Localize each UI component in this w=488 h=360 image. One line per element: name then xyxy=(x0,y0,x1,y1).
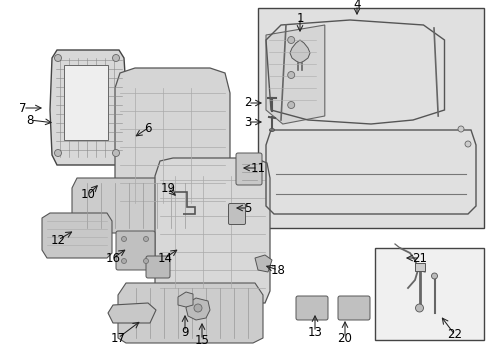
Circle shape xyxy=(121,237,126,242)
Circle shape xyxy=(415,304,423,312)
Circle shape xyxy=(112,149,119,157)
Circle shape xyxy=(287,102,294,108)
Text: 7: 7 xyxy=(19,102,27,114)
Text: 18: 18 xyxy=(270,264,285,276)
Circle shape xyxy=(287,36,294,44)
Polygon shape xyxy=(178,292,193,307)
Polygon shape xyxy=(155,158,269,303)
Text: 6: 6 xyxy=(144,122,151,135)
Polygon shape xyxy=(42,213,112,258)
Text: 22: 22 xyxy=(447,328,462,342)
Text: 4: 4 xyxy=(352,0,360,12)
Circle shape xyxy=(143,237,148,242)
Ellipse shape xyxy=(269,129,274,131)
Text: 20: 20 xyxy=(337,332,352,345)
Text: 5: 5 xyxy=(244,202,251,215)
Polygon shape xyxy=(289,40,309,63)
Polygon shape xyxy=(254,255,271,272)
Circle shape xyxy=(143,258,148,264)
Text: 9: 9 xyxy=(181,325,188,338)
Text: 1: 1 xyxy=(296,12,303,24)
FancyBboxPatch shape xyxy=(146,256,170,278)
FancyBboxPatch shape xyxy=(236,153,262,185)
Polygon shape xyxy=(118,283,263,343)
Circle shape xyxy=(194,304,202,312)
Text: 12: 12 xyxy=(50,234,65,247)
Polygon shape xyxy=(108,303,156,323)
Text: 3: 3 xyxy=(244,116,251,129)
Text: 13: 13 xyxy=(307,325,322,338)
Text: 17: 17 xyxy=(110,332,125,345)
Bar xyxy=(374,248,483,340)
Text: 16: 16 xyxy=(105,252,120,265)
Circle shape xyxy=(430,273,437,279)
Polygon shape xyxy=(265,25,324,124)
Circle shape xyxy=(112,54,119,62)
Circle shape xyxy=(54,54,61,62)
Bar xyxy=(258,8,483,228)
Polygon shape xyxy=(72,178,202,233)
Bar xyxy=(64,65,108,140)
Circle shape xyxy=(121,258,126,264)
Text: 10: 10 xyxy=(81,189,95,202)
Text: 2: 2 xyxy=(244,96,251,109)
Polygon shape xyxy=(185,298,209,320)
FancyBboxPatch shape xyxy=(295,296,327,320)
Bar xyxy=(414,263,424,271)
Text: 19: 19 xyxy=(160,181,175,194)
Circle shape xyxy=(287,72,294,78)
FancyBboxPatch shape xyxy=(116,231,155,270)
Circle shape xyxy=(54,149,61,157)
Text: 21: 21 xyxy=(412,252,427,265)
Text: 11: 11 xyxy=(250,162,265,175)
Polygon shape xyxy=(115,68,229,218)
Circle shape xyxy=(457,126,463,132)
Text: 15: 15 xyxy=(194,333,209,346)
Text: 14: 14 xyxy=(157,252,172,265)
Text: 8: 8 xyxy=(26,113,34,126)
FancyBboxPatch shape xyxy=(228,203,245,225)
FancyBboxPatch shape xyxy=(337,296,369,320)
Circle shape xyxy=(464,141,470,147)
Polygon shape xyxy=(50,50,126,165)
